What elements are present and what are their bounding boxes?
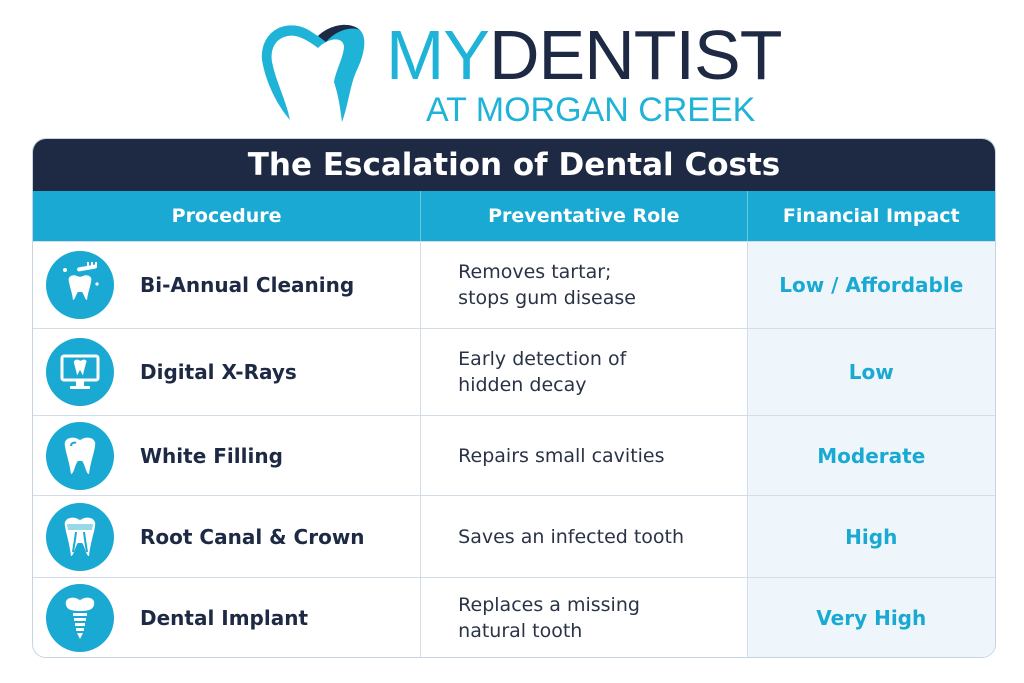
table-header: Procedure Preventative Role Financial Im… xyxy=(33,191,995,241)
table-title: The Escalation of Dental Costs xyxy=(33,139,995,191)
monitor-xray-icon xyxy=(46,338,114,406)
financial-impact: High xyxy=(747,496,995,577)
cost-table: The Escalation of Dental Costs Procedure… xyxy=(32,138,996,658)
procedure-name: Bi-Annual Cleaning xyxy=(140,273,355,297)
brand-name: MYDENTIST xyxy=(386,16,782,94)
procedure-name: Root Canal & Crown xyxy=(140,524,365,549)
table-row: Bi-Annual Cleaning Removes tartar; stops… xyxy=(33,241,995,328)
financial-impact: Moderate xyxy=(747,416,995,495)
table-row: Digital X-Rays Early detection of hidden… xyxy=(33,328,995,415)
brand-logo: MYDENTIST AT MORGAN CREEK xyxy=(256,14,782,129)
financial-impact: Very High xyxy=(747,578,995,657)
preventative-role: Early detection of hidden decay xyxy=(458,348,627,396)
brand-location: AT MORGAN CREEK xyxy=(426,91,756,129)
root-canal-tooth-icon xyxy=(46,502,114,571)
tooth-icon xyxy=(46,421,114,490)
procedure-name: Digital X-Rays xyxy=(140,360,297,384)
toothbrush-tooth-icon xyxy=(46,251,114,319)
preventative-role: Removes tartar; stops gum disease xyxy=(458,261,636,309)
financial-impact: Low / Affordable xyxy=(747,242,995,328)
preventative-role: Replaces a missing natural tooth xyxy=(458,593,640,642)
procedure-name: Dental Implant xyxy=(140,605,309,630)
header-procedure: Procedure xyxy=(33,191,422,241)
implant-icon xyxy=(46,583,114,652)
table-row: Dental Implant Replaces a missing natura… xyxy=(33,577,995,657)
header-financial-impact: Financial Impact xyxy=(782,205,960,227)
table-row: Root Canal & Crown Saves an infected too… xyxy=(33,495,995,577)
table-row: White Filling Repairs small cavities Mod… xyxy=(33,415,995,495)
preventative-role: Saves an infected tooth xyxy=(458,525,685,548)
preventative-role: Repairs small cavities xyxy=(458,444,665,467)
tooth-logo-icon xyxy=(261,24,365,122)
financial-impact: Low xyxy=(747,329,995,415)
procedure-name: White Filling xyxy=(140,443,283,468)
header-preventative-role: Preventative Role xyxy=(421,191,748,241)
